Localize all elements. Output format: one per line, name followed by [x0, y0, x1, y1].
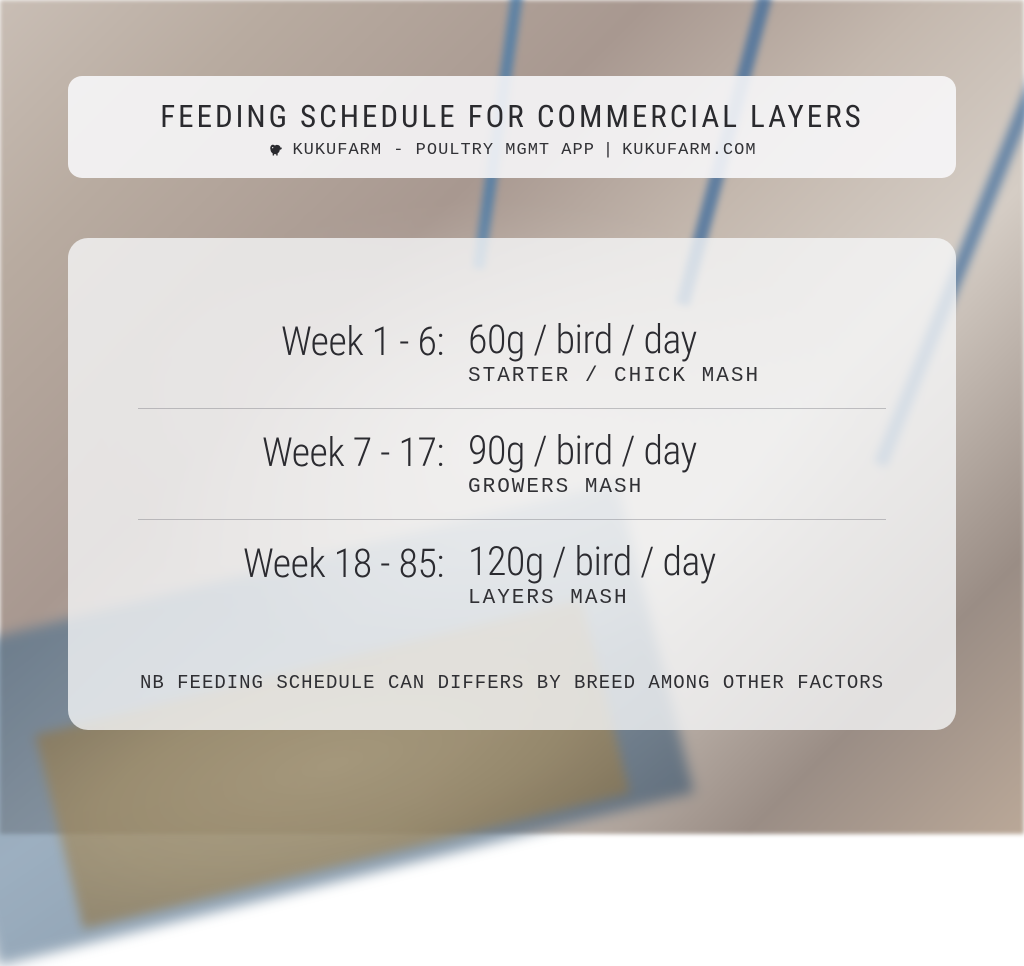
footer-note: NB FEEDING SCHEDULE CAN DIFFERS BY BREED…	[138, 672, 886, 694]
feed-type: LAYERS MASH	[468, 587, 886, 610]
feed-type: STARTER / CHICK MASH	[468, 365, 886, 388]
amount-block: 60g / bird / day STARTER / CHICK MASH	[468, 316, 886, 388]
header-subtitle: KUKUFARM - POULTRY MGMT APP | KUKUFARM.C…	[88, 141, 936, 160]
subtitle-brand: KUKUFARM - POULTRY MGMT APP	[292, 141, 594, 160]
page-title: FEEDING SCHEDULE FOR COMMERCIAL LAYERS	[88, 98, 936, 135]
subtitle-separator: |	[603, 141, 614, 160]
week-label: Week 7 - 17:	[138, 427, 468, 476]
week-label: Week 1 - 6:	[138, 316, 468, 365]
feed-amount: 90g / bird / day	[468, 427, 886, 474]
feed-amount: 120g / bird / day	[468, 538, 886, 585]
schedule-row: Week 1 - 6: 60g / bird / day STARTER / C…	[138, 298, 886, 408]
schedule-row: Week 7 - 17: 90g / bird / day GROWERS MA…	[138, 409, 886, 519]
subtitle-site: KUKUFARM.COM	[622, 141, 756, 160]
schedule-row: Week 18 - 85: 120g / bird / day LAYERS M…	[138, 520, 886, 630]
week-label: Week 18 - 85:	[138, 538, 468, 587]
feed-type: GROWERS MASH	[468, 476, 886, 499]
feed-amount: 60g / bird / day	[468, 316, 886, 363]
chicken-icon	[267, 142, 284, 159]
amount-block: 120g / bird / day LAYERS MASH	[468, 538, 886, 610]
amount-block: 90g / bird / day GROWERS MASH	[468, 427, 886, 499]
content-card: Week 1 - 6: 60g / bird / day STARTER / C…	[68, 238, 956, 730]
header-card: FEEDING SCHEDULE FOR COMMERCIAL LAYERS K…	[68, 76, 956, 178]
